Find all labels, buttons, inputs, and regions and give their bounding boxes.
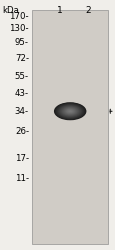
Text: 11-: 11- bbox=[15, 174, 29, 183]
Bar bbox=[32, 10, 108, 244]
Ellipse shape bbox=[53, 102, 86, 120]
Ellipse shape bbox=[62, 107, 78, 116]
Text: 1: 1 bbox=[57, 6, 63, 15]
Ellipse shape bbox=[69, 111, 70, 112]
Text: 95-: 95- bbox=[15, 38, 29, 47]
Text: 72-: 72- bbox=[15, 54, 29, 63]
Text: 55-: 55- bbox=[15, 72, 29, 81]
Ellipse shape bbox=[66, 109, 74, 114]
Ellipse shape bbox=[61, 106, 78, 116]
Ellipse shape bbox=[64, 108, 75, 114]
Ellipse shape bbox=[65, 108, 74, 114]
Text: 26-: 26- bbox=[15, 127, 29, 136]
Ellipse shape bbox=[68, 110, 71, 112]
Text: 43-: 43- bbox=[15, 89, 29, 98]
Ellipse shape bbox=[67, 110, 72, 112]
Ellipse shape bbox=[54, 103, 85, 120]
Text: 170-: 170- bbox=[9, 12, 29, 21]
Ellipse shape bbox=[60, 106, 79, 117]
Ellipse shape bbox=[57, 104, 82, 118]
Ellipse shape bbox=[55, 103, 84, 119]
Ellipse shape bbox=[58, 104, 82, 118]
Text: 2: 2 bbox=[85, 6, 90, 15]
Ellipse shape bbox=[56, 104, 83, 119]
Ellipse shape bbox=[59, 106, 80, 117]
Ellipse shape bbox=[62, 107, 77, 115]
Text: 17-: 17- bbox=[15, 154, 29, 163]
Text: kDa: kDa bbox=[2, 6, 19, 15]
Text: 34-: 34- bbox=[15, 107, 29, 116]
Text: 130-: 130- bbox=[9, 24, 29, 33]
Ellipse shape bbox=[66, 110, 73, 113]
Ellipse shape bbox=[63, 108, 76, 115]
Ellipse shape bbox=[58, 105, 81, 118]
